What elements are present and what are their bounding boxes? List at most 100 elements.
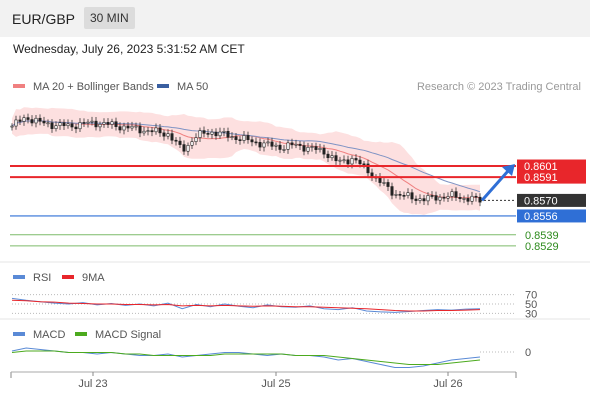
candle	[82, 122, 86, 124]
candle	[278, 144, 282, 150]
candle	[174, 139, 178, 142]
candle	[410, 192, 414, 200]
chart-credit: Research © 2023 Trading Central	[417, 81, 581, 93]
legend-swatch	[13, 275, 25, 279]
candle	[414, 198, 418, 201]
candle	[386, 182, 390, 187]
candle	[478, 196, 482, 203]
candle	[90, 120, 94, 123]
candle	[430, 195, 434, 197]
chart-datetime: Wednesday, July 26, 2023 5:31:52 AM CET	[13, 42, 245, 56]
level-label: 0.8570	[524, 195, 558, 207]
candle	[70, 123, 74, 128]
candle	[422, 198, 426, 202]
candle	[346, 159, 350, 165]
candle	[338, 159, 342, 162]
candle	[306, 146, 310, 152]
rsi-level-label: 70	[525, 290, 537, 302]
candle	[94, 120, 98, 128]
candle	[354, 158, 358, 161]
candle	[326, 153, 330, 159]
candle	[38, 117, 42, 122]
candle	[318, 148, 322, 150]
candle	[266, 141, 270, 144]
candle	[194, 137, 198, 142]
candle	[398, 194, 402, 196]
ma50-line	[11, 120, 481, 193]
macd-signal-line	[11, 350, 481, 365]
candle	[74, 126, 78, 130]
candle	[146, 130, 150, 132]
candle	[470, 195, 474, 202]
candle	[258, 142, 262, 148]
rsi-9ma-line	[11, 299, 481, 312]
candle	[134, 125, 138, 128]
candle	[226, 130, 230, 138]
level-label-box	[517, 193, 586, 207]
level-label: 0.8601	[524, 161, 558, 173]
candle	[390, 186, 394, 196]
candle	[362, 163, 366, 166]
candle	[262, 142, 266, 148]
candle	[42, 120, 46, 124]
candle	[234, 136, 238, 140]
candle	[290, 142, 294, 146]
candle	[242, 135, 246, 141]
level-label: 0.8539	[525, 230, 559, 242]
candle	[102, 122, 106, 125]
candle	[418, 198, 422, 201]
candle	[66, 123, 70, 127]
candle	[98, 123, 102, 128]
candle	[210, 131, 214, 135]
legend-label: MA 20 + Bollinger Bands	[33, 81, 154, 93]
level-label-box	[517, 170, 586, 184]
candle	[310, 146, 314, 148]
candle	[218, 131, 222, 137]
candle	[78, 122, 82, 130]
legend-label: MA 50	[177, 81, 208, 93]
candle	[118, 126, 122, 131]
chart-header: EUR/GBP 30 MIN	[0, 0, 590, 37]
candle	[322, 148, 326, 155]
candle	[58, 122, 62, 127]
candle	[298, 143, 302, 146]
candle	[114, 121, 118, 127]
candle	[62, 122, 66, 127]
candle	[274, 144, 278, 147]
timeframe-badge[interactable]: 30 MIN	[84, 7, 135, 29]
candle	[158, 127, 162, 134]
projection-arrow	[480, 170, 510, 202]
candle	[350, 158, 354, 165]
candle	[138, 125, 142, 134]
candle	[14, 119, 18, 127]
candle	[110, 121, 114, 125]
projection-arrow-head	[502, 164, 515, 177]
legend-label: 9MA	[82, 272, 105, 284]
candle	[302, 145, 306, 152]
candle	[222, 130, 226, 133]
candle	[342, 159, 346, 162]
candle	[402, 195, 406, 197]
candle	[270, 141, 274, 147]
legend-label: MACD Signal	[95, 329, 161, 341]
candle	[122, 125, 126, 131]
candle	[130, 125, 134, 129]
candle	[10, 125, 14, 128]
candle	[182, 144, 186, 152]
candle	[150, 130, 154, 133]
candle	[286, 142, 290, 150]
legend-swatch	[13, 332, 25, 336]
candle	[202, 130, 206, 134]
candle	[454, 191, 458, 198]
candle	[254, 141, 258, 144]
candle	[178, 140, 182, 145]
candle	[50, 122, 54, 129]
candle	[294, 143, 298, 146]
candle	[426, 195, 430, 202]
candle	[358, 159, 362, 165]
candle	[450, 191, 454, 197]
candle	[186, 145, 190, 152]
currency-pair: EUR/GBP	[12, 11, 76, 27]
rsi-level-label: 30	[525, 308, 537, 320]
candle	[406, 192, 410, 196]
